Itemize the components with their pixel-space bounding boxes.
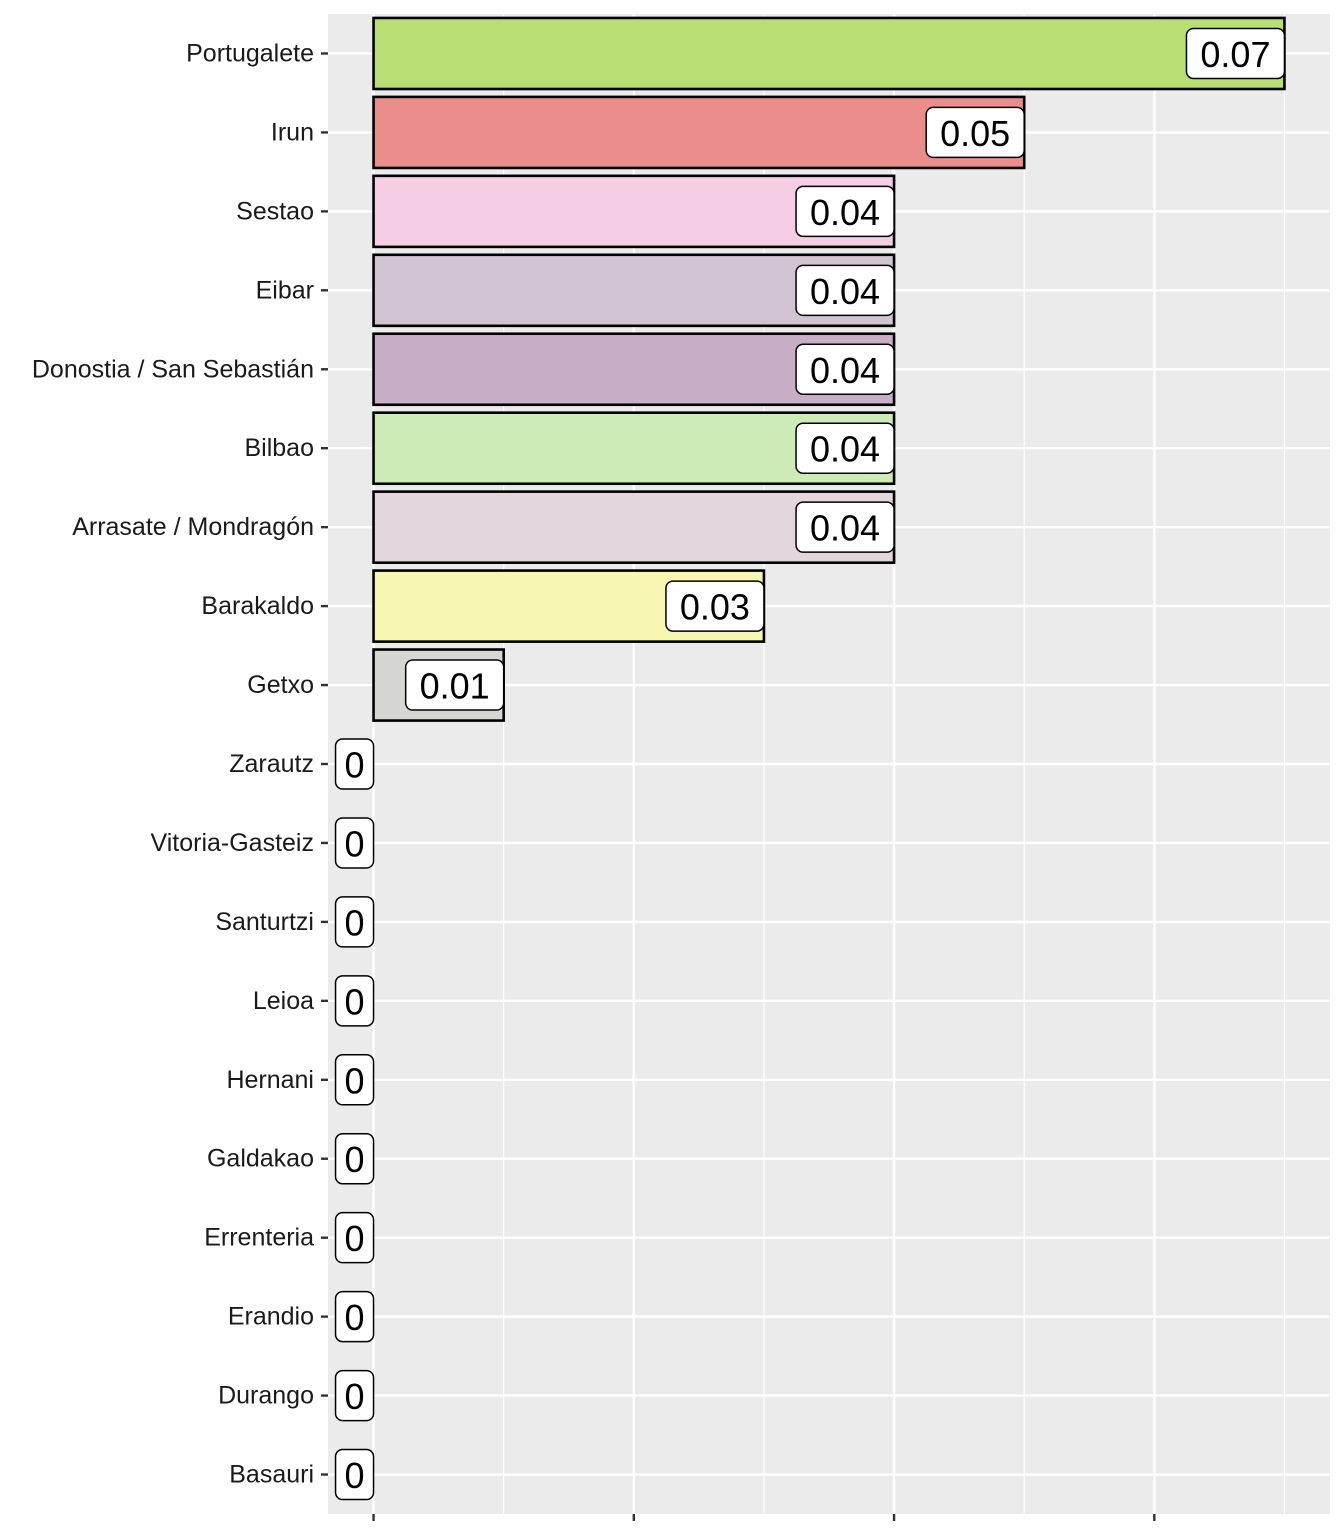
data-label-box (334, 1054, 375, 1106)
category-label: Donostia / San Sebastián (32, 355, 314, 383)
data-label: 0.04 (810, 271, 880, 312)
data-label: 0 (345, 902, 365, 943)
data-label: 0 (345, 1376, 365, 1417)
data-label-box (334, 1448, 375, 1501)
category-label: Arrasate / Mondragón (72, 513, 314, 541)
x-axis-ticks (372, 1514, 1156, 1521)
category-label: Vitoria-Gasteiz (151, 829, 315, 857)
data-label-box (334, 1211, 375, 1264)
data-label: 0.07 (1200, 34, 1270, 75)
category-label: Basauri (229, 1461, 314, 1489)
y-axis-ticks (321, 52, 328, 1476)
category-label: Santurtzi (215, 908, 314, 936)
category-label: Hernani (226, 1066, 314, 1094)
data-label-box (795, 422, 895, 474)
data-label: 0 (345, 1218, 365, 1259)
data-labels: 0.07 0.05 0.04 0.04 0.04 0.04 0.04 0.03 0.01 0 0 0 0… (334, 27, 1286, 1501)
data-label: 0.04 (810, 350, 880, 391)
data-label: 0.04 (810, 192, 880, 233)
category-label: Zarautz (229, 750, 314, 778)
category-label: Leioa (253, 987, 314, 1015)
category-label: Barakaldo (201, 592, 314, 620)
data-label: 0.01 (420, 666, 490, 707)
data-label: 0 (345, 981, 365, 1022)
data-label: 0 (345, 823, 365, 864)
data-label-box (404, 659, 505, 711)
data-label-box (1185, 27, 1286, 80)
category-label: Eibar (256, 276, 314, 304)
data-label: 0 (345, 1297, 365, 1338)
data-label-box (334, 738, 375, 790)
category-label: Bilbao (245, 434, 315, 462)
category-label: Galdakao (207, 1145, 314, 1173)
data-label-box (334, 817, 375, 869)
data-label-box (334, 1369, 375, 1422)
data-label: 0.05 (940, 113, 1010, 154)
data-label-box (795, 343, 895, 396)
data-label: 0.04 (810, 508, 880, 549)
data-label-box (795, 185, 895, 238)
data-label-box (925, 106, 1025, 159)
data-label-box (795, 501, 895, 553)
data-label-box (334, 1132, 375, 1185)
data-label: 0 (345, 1139, 365, 1180)
bar (372, 16, 1286, 91)
data-label-box (334, 896, 375, 948)
data-label: 0 (345, 1060, 365, 1101)
category-label: Irun (271, 118, 314, 146)
data-label: 0 (345, 745, 365, 786)
data-label: 0 (345, 1455, 365, 1496)
data-label: 0.04 (810, 429, 880, 470)
category-label: Getxo (247, 671, 314, 699)
data-label-box (334, 1290, 375, 1343)
data-label-box (795, 264, 895, 317)
category-label: Errenteria (204, 1224, 314, 1252)
category-labels: Portugalete Irun Sestao Eibar Donostia / San… (32, 39, 314, 1488)
data-label-box (334, 975, 375, 1027)
category-label: Erandio (228, 1303, 314, 1331)
category-label: Portugalete (186, 39, 314, 67)
category-label: Durango (218, 1382, 314, 1410)
data-label: 0.03 (680, 587, 750, 628)
category-label: Sestao (236, 197, 314, 225)
data-label-box (665, 580, 765, 632)
bar (372, 95, 1026, 170)
